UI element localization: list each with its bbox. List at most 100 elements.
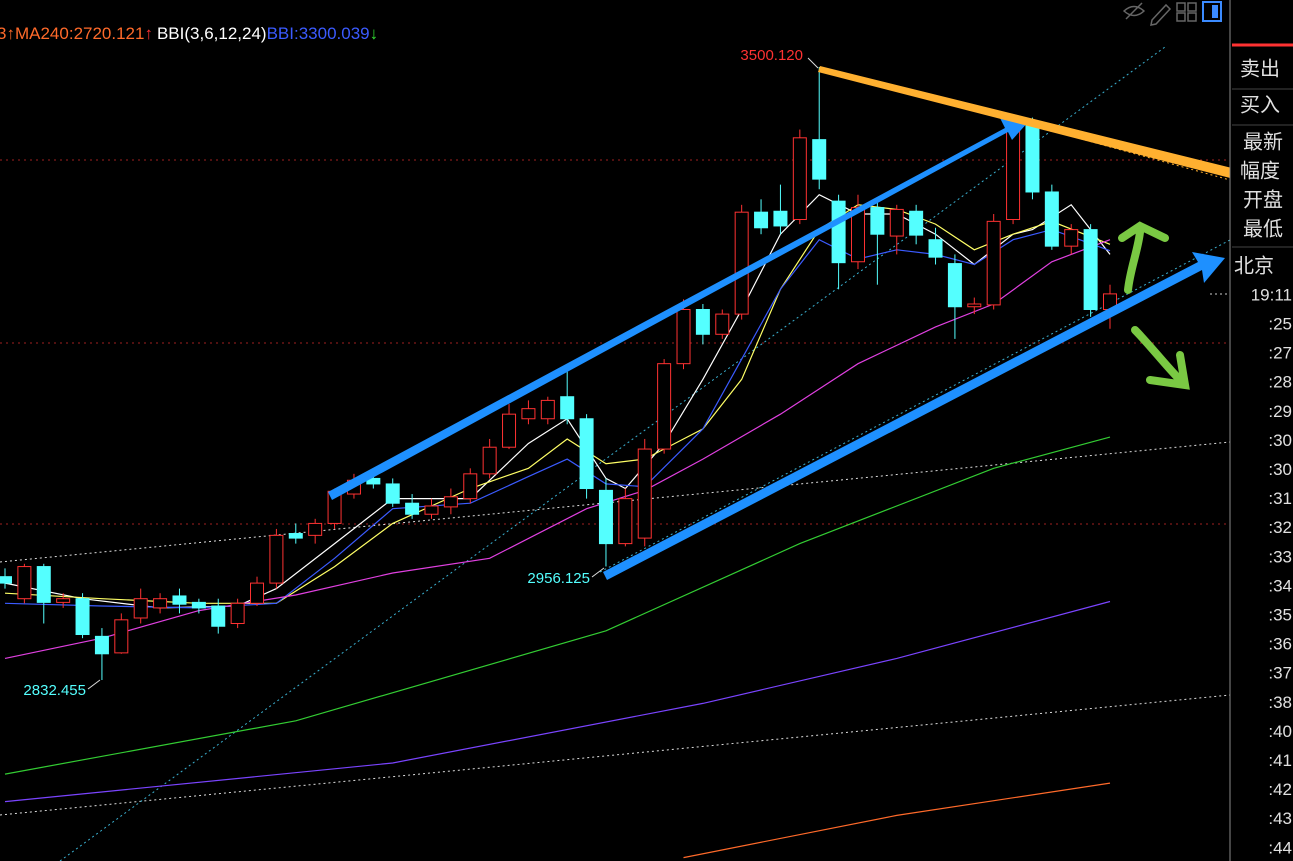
candle-body: [657, 363, 672, 450]
legend-label: 3↑: [0, 24, 15, 43]
time-tick: :25: [1268, 314, 1292, 333]
candle-body: [889, 208, 904, 237]
candle-body: [288, 533, 303, 539]
candle-body: [463, 473, 478, 500]
candle-body: [831, 200, 846, 264]
time-tick: :28: [1268, 373, 1292, 392]
time-tick: :34: [1268, 576, 1292, 595]
candle-body: [967, 303, 982, 308]
candle-body: [560, 396, 575, 420]
candle-body: [754, 211, 769, 229]
moving-average-line: [4, 436, 1111, 775]
candle-body: [812, 139, 827, 180]
price-annotation: 2832.455: [23, 682, 86, 699]
time-tick: :33: [1268, 547, 1292, 566]
panel-label: 开盘: [1243, 188, 1283, 212]
candle-body: [443, 496, 458, 508]
plot: 3500.120 2956.125 2832.455: [0, 47, 1118, 859]
time-tick: :42: [1268, 780, 1292, 799]
candle-body: [191, 601, 206, 609]
candle-body: [230, 602, 245, 624]
legend-value: 3300.039: [299, 24, 370, 43]
panel-label: 卖出: [1240, 57, 1280, 81]
hide-icon[interactable]: [1122, 2, 1146, 20]
trend-line: [599, 239, 1231, 573]
annotation-pointer: [87, 679, 101, 690]
time-tick: :27: [1268, 344, 1292, 363]
time-tick: :30: [1268, 460, 1292, 479]
annotation-pointer: [591, 567, 605, 578]
price-annotation: 3500.120: [740, 47, 803, 64]
candle-body: [133, 598, 148, 619]
hand-drawn-arrows: [328, 66, 1266, 580]
candle-body: [676, 308, 691, 365]
candle-body: [1025, 124, 1040, 193]
draw-icon[interactable]: [1150, 3, 1172, 26]
candle-body: [153, 598, 168, 609]
panel-label: 买入: [1240, 93, 1280, 117]
toolbar: [1122, 1, 1222, 26]
legend-label: BBI(3,6,12,24): [157, 24, 267, 43]
moving-average-line: [4, 204, 1111, 604]
indicator-legend: 3↑MA240:2720.121↑ BBI(3,6,12,24)BBI:3300.…: [0, 24, 378, 43]
candle-body: [405, 502, 420, 515]
candle-body: [17, 566, 32, 600]
candle-body: [1044, 191, 1059, 247]
panel-label: 最低: [1243, 217, 1283, 241]
grid-icon[interactable]: [1176, 2, 1197, 22]
legend-label: BBI:: [267, 24, 299, 43]
candle-body: [172, 595, 187, 605]
time-tick: :40: [1268, 722, 1292, 741]
candle-body: [618, 498, 633, 545]
candle-body: [308, 522, 323, 536]
arrow-down-trend: [818, 66, 1266, 192]
time-tick: :29: [1268, 402, 1292, 421]
candle-body: [1006, 124, 1021, 221]
candle-body: [385, 483, 400, 504]
candle-body: [715, 313, 730, 335]
candle-body: [1064, 229, 1079, 247]
legend-arrow: ↓: [370, 24, 379, 43]
time-tick: :38: [1268, 693, 1292, 712]
candle-body: [947, 263, 962, 308]
candle-body: [502, 413, 517, 448]
panel-background: [1230, 0, 1293, 861]
candle-body: [773, 210, 788, 227]
candle-body: [598, 489, 613, 545]
arrow-down-hint: [1131, 326, 1190, 390]
candle-body: [637, 448, 652, 539]
channel-line: [0, 441, 1231, 563]
time-tick: :36: [1268, 635, 1292, 654]
arrow-up-hint: [1118, 221, 1169, 294]
candle-body: [540, 399, 555, 420]
legend-arrow: ↑: [144, 24, 153, 43]
arrow-up-trend: [328, 118, 1030, 500]
candle-body: [424, 505, 439, 515]
candle-body: [986, 220, 1001, 306]
arrow-up-trend: [603, 252, 1225, 580]
candle-body: [250, 582, 265, 604]
candle-body: [36, 566, 51, 603]
candle-body: [928, 239, 943, 258]
panel-label: 最新: [1243, 130, 1283, 154]
time-tick: :35: [1268, 605, 1292, 624]
candle-body: [211, 605, 226, 627]
time-tick: :44: [1268, 838, 1292, 857]
time-tick: :30: [1268, 431, 1292, 450]
candle-body: [909, 210, 924, 236]
candle-body: [734, 211, 749, 315]
candle-body: [94, 635, 109, 655]
candle-body: [482, 446, 497, 475]
candle-body: [366, 477, 381, 485]
moving-average-line: [683, 782, 1111, 859]
moving-average-line: [4, 600, 1111, 803]
time-tick: :43: [1268, 809, 1292, 828]
legend-label: MA240:: [15, 24, 74, 43]
panel-toggle-icon[interactable]: [1202, 1, 1222, 22]
candle-body: [269, 534, 284, 584]
candle-body: [0, 576, 12, 584]
